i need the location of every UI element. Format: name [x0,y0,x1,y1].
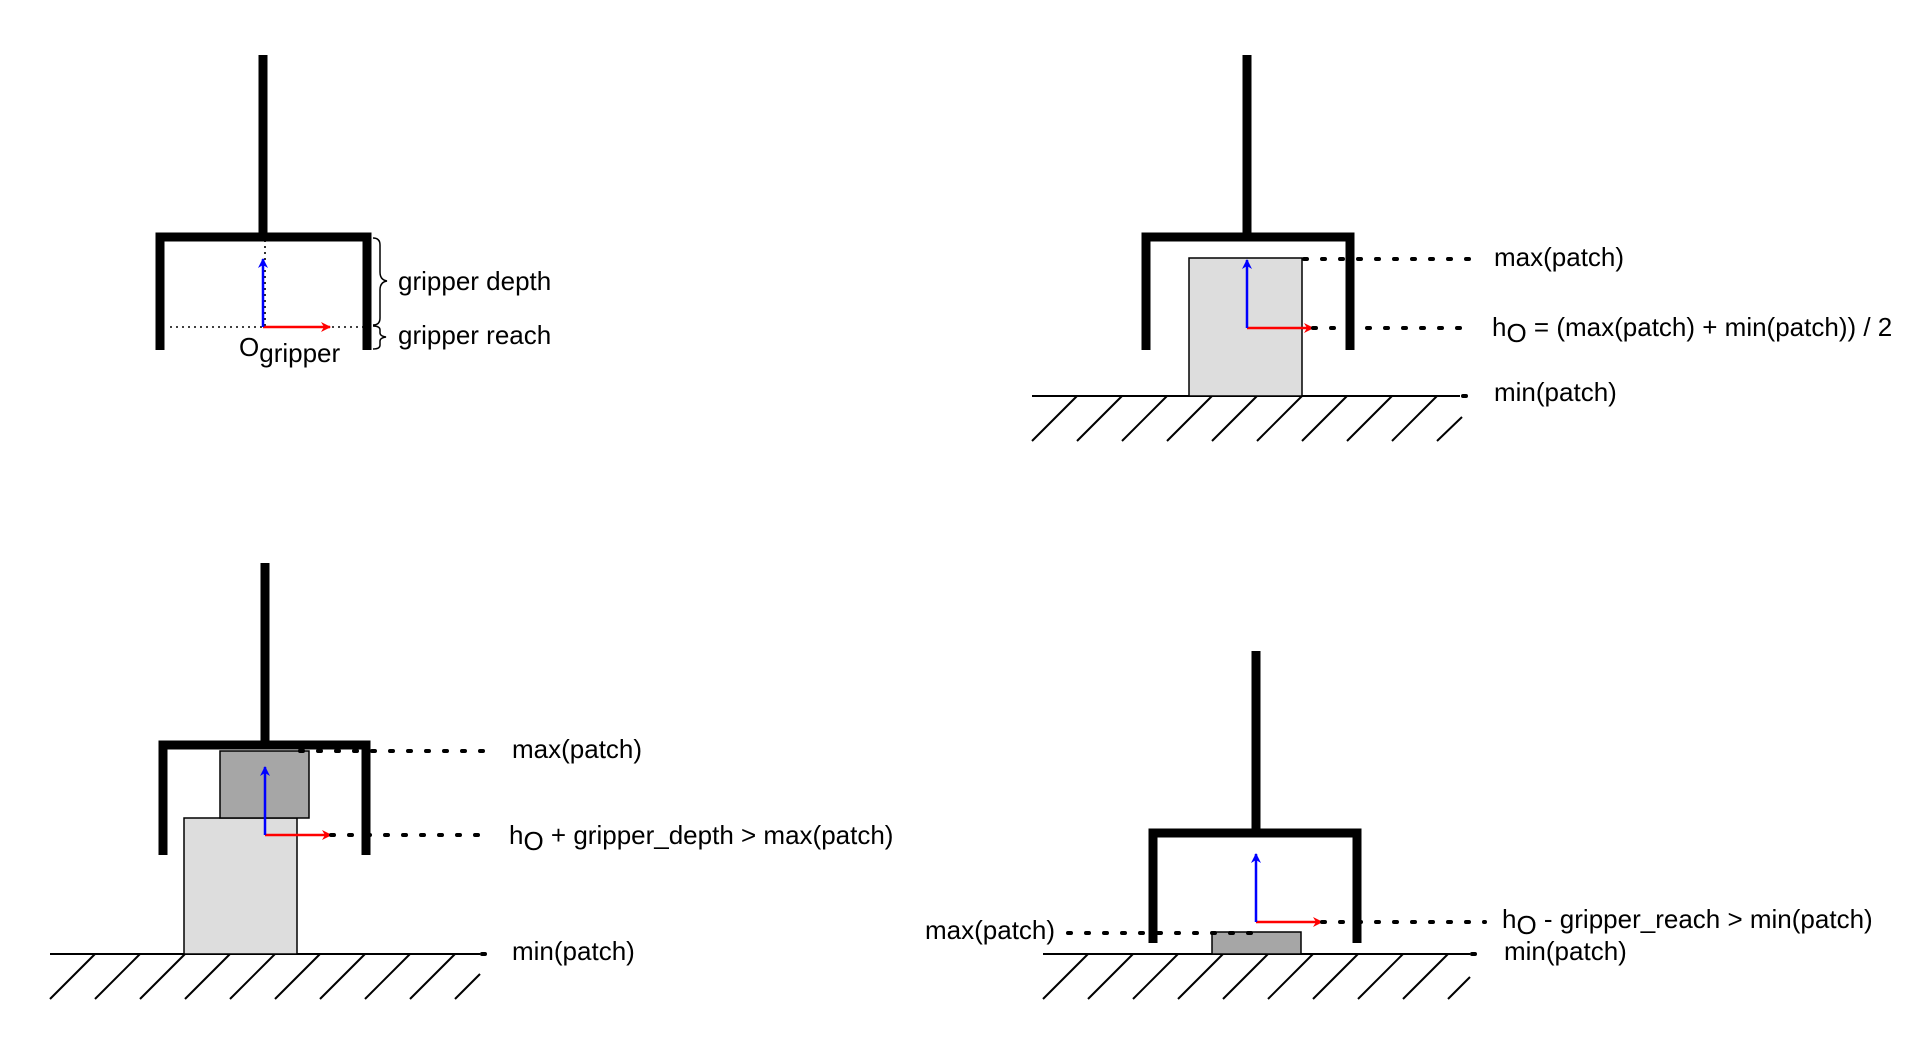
ground [1042,953,1471,1000]
max-label: max(patch) [1494,242,1624,272]
panel-gripper-definition: gripper depth gripper reach Ogripper [155,55,551,368]
gripper-depth-label: gripper depth [398,266,551,296]
origin-main: O [239,332,259,362]
gripper [1141,55,1355,350]
min-label: min(patch) [1494,377,1617,407]
origin-sub: gripper [259,338,340,368]
gripper [158,563,371,855]
max-label: max(patch) [512,734,642,764]
gripper-reach-brace [372,325,387,350]
min-label: min(patch) [512,936,635,966]
ground [49,953,481,1000]
h-equation-label: hO = (max(patch) + min(patch)) / 2 [1492,312,1892,348]
panel-average-height: max(patch) hO = (max(patch) + min(patch)… [1031,55,1892,442]
gripper [155,55,372,350]
patch-object [1211,931,1302,955]
gripper-depth-brace [372,237,388,326]
h-inequality-label: hO + gripper_depth > max(patch) [509,820,893,856]
ground [1031,395,1463,442]
h-inequality-label: hO - gripper_reach > min(patch) [1502,904,1873,940]
gripper [1148,651,1362,943]
max-label: max(patch) [925,915,1055,945]
origin-label: Ogripper [239,332,341,368]
panel-reach-constraint: max(patch) hO - gripper_reach > min(patc… [925,651,1873,1000]
lower-patch-object [183,817,298,955]
gripper-reach-label: gripper reach [398,320,551,350]
min-label: min(patch) [1504,936,1627,966]
panel-depth-constraint: max(patch) hO + gripper_depth > max(patc… [49,563,893,1000]
